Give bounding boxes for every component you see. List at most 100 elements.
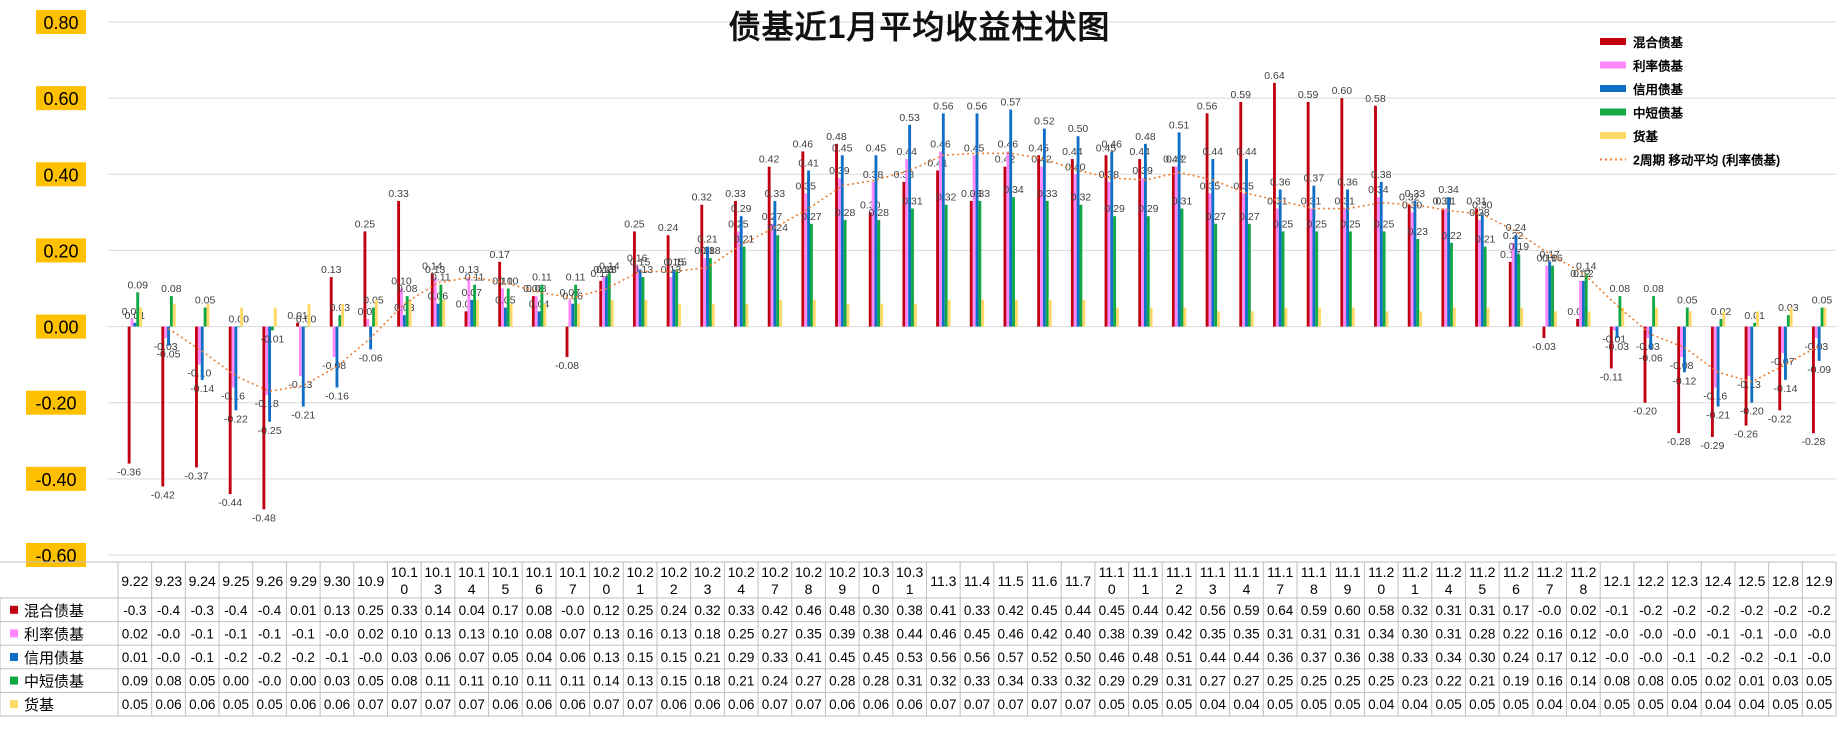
data-label: 0.48	[1135, 131, 1156, 143]
bar	[1784, 326, 1787, 380]
data-label: 0.45	[1028, 142, 1049, 154]
data-label: 0.46	[1102, 138, 1123, 150]
table-cell: 0.06	[425, 650, 451, 665]
table-cell: -0.0	[561, 603, 584, 618]
data-label: 0.42	[759, 154, 780, 166]
data-label: 0.48	[826, 131, 847, 143]
bar	[139, 307, 143, 327]
table-cell: 0.10	[492, 626, 518, 641]
table-header: 10.2	[593, 564, 620, 580]
y-tick-label: 0.60	[43, 89, 78, 109]
table-cell: 0.07	[1065, 697, 1091, 712]
table-cell: 0.13	[459, 626, 485, 641]
bar	[1517, 254, 1521, 327]
table-cell: -0.1	[1740, 626, 1763, 641]
bar	[271, 326, 274, 331]
bar	[341, 303, 345, 327]
table-cell: -0.1	[292, 626, 315, 641]
table-header: 3	[1209, 581, 1217, 597]
data-label: -0.09	[1807, 364, 1831, 376]
table-cell: 0.31	[1267, 626, 1293, 641]
bar	[335, 326, 339, 388]
table-cell: -0.2	[258, 650, 281, 665]
data-label: 0.13	[593, 264, 614, 276]
bar	[262, 326, 266, 510]
data-label: 0.44	[1203, 146, 1224, 158]
bar	[1003, 166, 1007, 327]
data-label: 0.52	[1034, 116, 1055, 128]
bar	[1508, 261, 1512, 327]
bar	[810, 223, 813, 327]
bar	[877, 219, 881, 327]
bar	[1814, 326, 1818, 338]
bar	[936, 170, 940, 327]
data-label: 0.56	[933, 100, 954, 112]
table-header: 12.9	[1806, 573, 1833, 589]
data-label: 0.03	[1778, 302, 1799, 314]
table-cell: 0.07	[762, 697, 788, 712]
bar	[1273, 82, 1276, 327]
bar	[473, 284, 477, 327]
data-label: -0.05	[157, 349, 181, 361]
table-cell: 0.30	[863, 603, 889, 618]
legend-label: 货基	[1633, 129, 1659, 144]
data-label: 0.42	[995, 154, 1016, 166]
data-label: 0.30	[1402, 199, 1423, 211]
bar	[133, 322, 137, 327]
bar	[1343, 208, 1347, 327]
bar	[1073, 174, 1077, 327]
bar	[206, 303, 210, 327]
data-label: -0.08	[1670, 360, 1694, 372]
table-cell: 0.36	[1267, 650, 1293, 665]
table-cell: 0.07	[795, 697, 821, 712]
bar	[1520, 307, 1524, 327]
table-header: 11.5	[998, 573, 1024, 589]
table-cell: 0.13	[661, 626, 687, 641]
table-header: 11.1	[1301, 564, 1327, 580]
legend-label: 中短债基	[1633, 106, 1684, 121]
table-cell: -0.0	[1538, 603, 1561, 618]
table-cell: 0.08	[526, 626, 552, 641]
data-label: 0.31	[1172, 196, 1193, 208]
bar	[1374, 105, 1377, 327]
bar	[1309, 208, 1313, 327]
data-label: 0.34	[1003, 184, 1024, 196]
data-label: -0.16	[221, 390, 245, 402]
data-label: 0.08	[1643, 283, 1664, 295]
bar	[1649, 326, 1653, 350]
table-cell: -0.0	[1774, 626, 1797, 641]
data-label: 0.35	[1233, 180, 1254, 192]
trendline-moving-average	[168, 152, 1820, 393]
table-cell: 0.32	[1402, 603, 1428, 618]
bar	[1306, 101, 1310, 327]
bar	[1346, 189, 1349, 327]
table-header: 0	[603, 581, 611, 597]
table-cell: 0.04	[1200, 697, 1227, 712]
table-cell: -0.1	[1706, 626, 1729, 641]
table-cell: 0.28	[863, 674, 889, 689]
bar	[503, 307, 507, 327]
table-header: 11.1	[1132, 564, 1158, 580]
table-header: 1	[1142, 581, 1150, 597]
data-label: 0.37	[1304, 173, 1325, 185]
data-label: 0.25	[1307, 218, 1328, 230]
bar	[169, 296, 173, 327]
legend-label: 信用债基	[1633, 82, 1684, 97]
table-cell: 0.60	[1334, 603, 1360, 618]
table-header: 10.3	[896, 564, 923, 580]
table-cell: 0.35	[795, 626, 821, 641]
table-cell: 0.07	[358, 697, 384, 712]
bar	[436, 303, 440, 327]
data-label: 0.28	[835, 207, 856, 219]
table-header: 9	[1344, 581, 1352, 597]
table-header: 0	[1377, 581, 1385, 597]
data-label: 0.12	[591, 268, 612, 280]
table-cell: 0.08	[1604, 674, 1630, 689]
data-label: 0.00	[229, 314, 250, 326]
table-cell: 0.05	[1099, 697, 1125, 712]
bar	[1040, 166, 1043, 327]
bar	[1376, 197, 1380, 327]
data-label: -0.08	[322, 360, 346, 372]
table-header: 1	[906, 581, 914, 597]
